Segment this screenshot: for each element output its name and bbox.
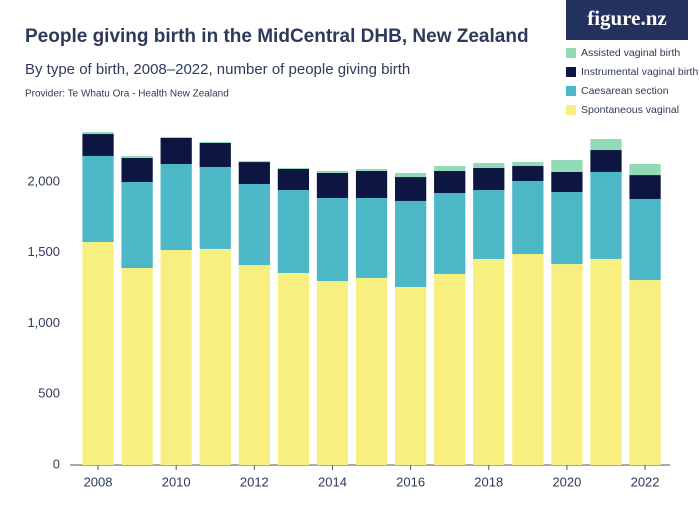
bar-segment [277,167,310,169]
bar-segment [160,164,192,251]
bar-segment [160,250,192,465]
bar-segment [199,248,231,465]
y-tick-label: 1,000 [27,315,60,330]
chart-title: People giving birth in the MidCentral DH… [25,26,529,47]
chart-subtitle: By type of birth, 2008–2022, number of p… [25,61,410,78]
bar-segment [551,264,583,465]
bar-segment [82,134,114,156]
bar-segment [629,175,661,199]
x-tick-label: 2012 [240,474,269,489]
bar-segment [199,141,231,143]
x-tick-label: 2008 [84,474,113,489]
bar-segment [512,162,544,167]
logo-box [566,0,688,40]
bar-segment [121,155,153,158]
bar-segment [355,170,388,198]
x-tick-label: 2022 [631,474,660,489]
bar-segment [512,254,544,465]
bar-segment [473,163,505,168]
bar-segment [82,132,114,135]
bar-segment [629,280,661,465]
bar-segment [434,273,466,465]
bar-segment [277,190,310,273]
x-tick-label: 2020 [552,474,581,489]
y-tick-label: 500 [38,386,60,401]
bar-segment [512,181,544,255]
bar-segment [355,277,388,465]
bar-segment [160,137,192,138]
bar-segment [590,171,622,259]
legend-label: Caesarean section [581,85,669,97]
bar-segment [238,183,270,266]
bar-segment [551,160,583,172]
bar-segment [394,172,427,178]
bar-segment [473,167,505,191]
bar-segment [394,177,427,201]
bar-segment [82,155,114,242]
bar-segment [629,164,661,176]
bar-segment [551,192,583,265]
bar-segment [316,281,349,465]
x-tick-label: 2014 [318,474,347,489]
logo: figure.nz [587,6,667,30]
bar-segment [199,142,231,168]
legend-swatch [566,86,576,96]
bar-segment [316,172,349,198]
bar-segment [551,171,583,193]
bar-segment [473,190,505,259]
bar-segment [355,168,388,171]
y-tick-label: 2,000 [27,173,60,188]
bar-segment [590,138,622,151]
bar-segment [434,170,466,194]
y-tick-label: 1,500 [27,244,60,259]
bar-segment [473,258,505,465]
bar-segment [512,166,544,182]
provider: Provider: Te Whatu Ora - Health New Zeal… [25,89,229,100]
bar-segment [629,198,661,281]
y-tick-label: 0 [53,456,60,471]
legend-swatch [566,48,576,58]
bar-segment [394,286,427,465]
x-tick-label: 2018 [474,474,503,489]
bar-segment [238,161,270,163]
bar-segment [160,137,192,165]
bar-segment [394,200,427,287]
bar-segment [277,168,310,191]
legend-label: Assisted vaginal birth [581,47,680,59]
bar-segment [82,241,114,465]
legend-swatch [566,67,576,77]
bar-segment [590,150,622,172]
bar-segment [316,170,349,173]
bar-segment [121,268,153,465]
bar-segment [238,162,270,184]
legend-label: Spontaneous vaginal [581,104,679,116]
bar-segment [590,258,622,465]
bar-segment [238,265,270,465]
bar-segment [199,167,231,249]
legend-swatch [566,105,576,115]
legend-label: Instrumental vaginal birth [581,66,698,78]
x-tick-label: 2016 [396,474,425,489]
bar-segment [121,182,153,269]
bar-segment [121,157,153,182]
bar-segment [316,197,349,282]
x-tick-label: 2010 [162,474,191,489]
bar-segment [434,166,466,171]
bar-segment [277,272,310,465]
bar-segment [355,197,388,278]
bar-segment [434,193,466,274]
